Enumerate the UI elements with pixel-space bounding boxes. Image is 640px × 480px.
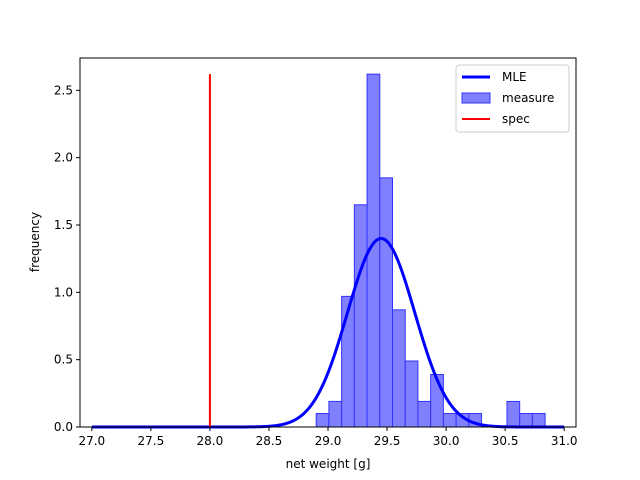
plot-area [91, 73, 565, 429]
histogram-bar [404, 360, 419, 428]
legend-box [455, 64, 570, 133]
x-tick-label: 27.0 [78, 434, 105, 448]
y-tick-label: 1.5 [54, 218, 73, 232]
y-axis-label: frequency [28, 212, 42, 272]
histogram-bar [328, 400, 343, 428]
legend-label: measure [502, 91, 554, 105]
x-tick-label: 31.0 [551, 434, 578, 448]
legend-swatch [461, 92, 491, 104]
y-tick-label: 1.0 [54, 285, 73, 299]
x-tick-label: 30.5 [492, 434, 519, 448]
x-tick-label: 28.5 [256, 434, 283, 448]
x-axis-label: net weight [g] [286, 457, 371, 471]
histogram-bar [506, 400, 521, 428]
y-tick-label: 0.5 [54, 353, 73, 367]
legend-label: spec [502, 112, 530, 126]
histogram-bar [531, 413, 546, 428]
mle-curve [91, 236, 565, 429]
x-tick-label: 29.5 [374, 434, 401, 448]
histogram-bar [315, 413, 330, 428]
histogram-bar [353, 204, 368, 428]
x-tick-label: 28.0 [197, 434, 224, 448]
histogram-bar [519, 413, 533, 428]
legend-label: MLE [502, 70, 527, 84]
y-axis-ticks: 0.0 0.5 1.0 1.5 2.0 2.5 [54, 83, 80, 434]
legend: MLE measure spec [455, 64, 570, 133]
x-tick-label: 29.0 [315, 434, 342, 448]
y-tick-label: 0.0 [54, 420, 73, 434]
x-tick-label: 27.5 [137, 434, 164, 448]
histogram-bar [392, 309, 406, 428]
y-tick-label: 2.5 [54, 83, 73, 97]
histogram-bar [379, 177, 394, 428]
histogram-bar [442, 413, 457, 428]
y-tick-label: 2.0 [54, 151, 73, 165]
x-axis-ticks: 27.0 27.5 28.0 28.5 29.0 29.5 30.0 30.5 31.0 [78, 427, 578, 448]
x-tick-label: 30.0 [433, 434, 460, 448]
histogram-bar [417, 400, 432, 428]
